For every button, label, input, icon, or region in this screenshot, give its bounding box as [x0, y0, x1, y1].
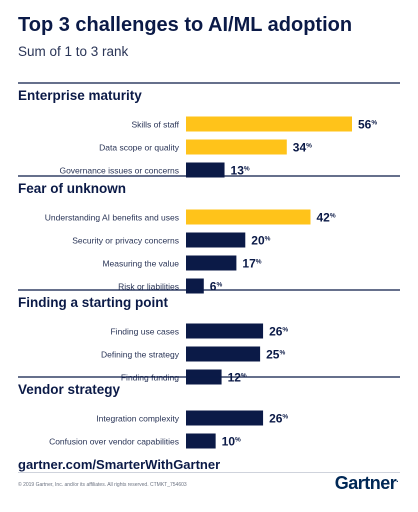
category-label: Understanding AI benefits and uses — [45, 213, 179, 223]
bar — [186, 116, 352, 132]
data-label: 26% — [269, 412, 288, 426]
data-label: 42% — [317, 211, 336, 225]
bar-chart: Enterprise maturity Skills of staff 56% Dat… — [18, 82, 400, 449]
bar — [186, 255, 237, 271]
group-title: Fear of unknown — [18, 181, 126, 196]
category-label: Data scope or quality — [99, 143, 180, 153]
page-subtitle: Sum of 1 to 3 rank — [18, 44, 129, 59]
data-label-suffix: % — [256, 259, 262, 266]
bar — [186, 278, 204, 294]
category-label: Skills of staff — [131, 120, 179, 130]
website-link[interactable]: gartner.com/SmarterWithGartner — [18, 457, 221, 472]
bar — [186, 323, 264, 339]
category-label: Finding use cases — [110, 327, 179, 337]
group-title: Vendor strategy — [18, 382, 121, 397]
data-label-suffix: % — [282, 327, 288, 334]
data-label-suffix: % — [265, 236, 271, 243]
category-label: Confusion over vendor capabilities — [49, 437, 179, 447]
page-title: Top 3 challenges to AI/ML adoption — [18, 14, 353, 36]
bar — [186, 209, 311, 225]
data-label: 20% — [251, 234, 270, 248]
category-label: Defining the strategy — [101, 350, 180, 360]
category-label: Governance issues or concerns — [59, 166, 179, 176]
data-label: 25% — [266, 348, 285, 362]
group-title: Enterprise maturity — [18, 88, 142, 103]
copyright-text: © 2019 Gartner, Inc. and/or its affiliat… — [18, 482, 187, 488]
logo-text: Gartner — [334, 473, 397, 493]
category-label: Risk or liabilities — [118, 282, 179, 292]
data-label-suffix: % — [282, 414, 288, 421]
data-label-suffix: % — [216, 282, 222, 289]
data-label-suffix: % — [235, 437, 241, 444]
data-label: 10% — [222, 435, 241, 449]
bar — [186, 162, 225, 178]
category-label: Security or privacy concerns — [72, 236, 179, 246]
group-title: Finding a starting point — [18, 295, 168, 310]
bar — [186, 433, 216, 449]
bar — [186, 410, 264, 426]
bar — [186, 232, 246, 248]
bar — [186, 346, 261, 362]
category-label: Integration complexity — [96, 414, 179, 424]
footer-divider — [18, 472, 400, 473]
data-label-suffix: % — [306, 143, 312, 150]
gartner-logo: Gartner. — [334, 473, 399, 493]
data-label: 56% — [358, 118, 377, 132]
bar — [186, 139, 287, 155]
data-label: 26% — [269, 325, 288, 339]
data-label-suffix: % — [330, 213, 336, 220]
category-label: Measuring the value — [102, 259, 179, 269]
data-label-suffix: % — [241, 373, 247, 380]
data-label-suffix: % — [244, 166, 250, 173]
data-label-suffix: % — [371, 120, 377, 127]
data-label-suffix: % — [279, 350, 285, 357]
data-label: 17% — [242, 257, 261, 271]
data-label: 34% — [293, 141, 312, 155]
data-label: 6% — [210, 280, 223, 294]
